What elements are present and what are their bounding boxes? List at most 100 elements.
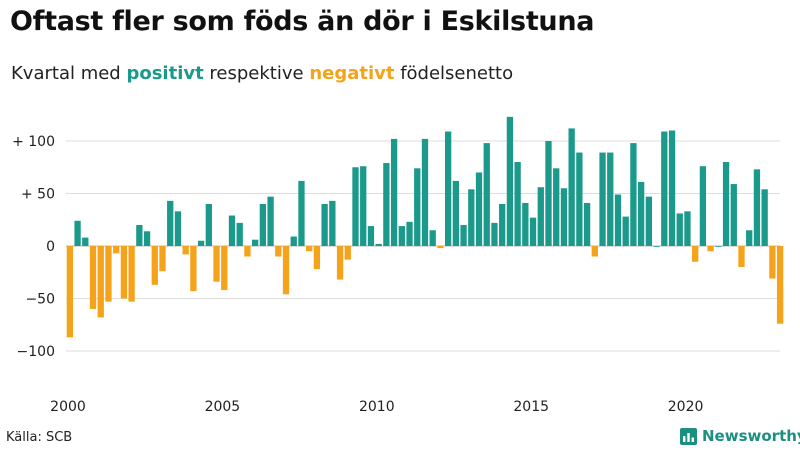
- bar: [205, 204, 212, 246]
- bar: [228, 215, 236, 246]
- bar: [344, 246, 351, 260]
- bar: [236, 222, 243, 246]
- subtitle-positive: positivt: [126, 63, 204, 84]
- bar: [136, 225, 143, 246]
- bar: [244, 246, 251, 257]
- bar: [753, 169, 761, 246]
- bar: [97, 246, 104, 318]
- bar: [514, 162, 521, 246]
- bar: [251, 239, 259, 246]
- bar: [313, 246, 321, 270]
- bar: [730, 184, 737, 246]
- bar: [738, 246, 745, 267]
- bar: [715, 246, 722, 247]
- bar: [105, 246, 112, 302]
- bar: [707, 246, 714, 252]
- bar: [637, 181, 645, 246]
- bar: [66, 246, 74, 338]
- bar: [722, 162, 730, 246]
- bar: [414, 168, 421, 246]
- bar: [769, 246, 776, 279]
- x-tick-label: 2005: [205, 399, 241, 415]
- bar: [699, 166, 707, 246]
- bar: [614, 194, 622, 246]
- bar: [692, 246, 699, 262]
- bar: [460, 225, 467, 246]
- bar: [367, 226, 375, 246]
- bar: [506, 116, 514, 246]
- bar: [444, 131, 452, 246]
- bar: [545, 141, 552, 246]
- bar: [360, 166, 367, 246]
- bar: [553, 168, 560, 246]
- bar: [576, 152, 583, 246]
- bar: [421, 138, 429, 246]
- bar: [406, 221, 413, 246]
- bar: [653, 246, 660, 247]
- y-tick-label: 0: [46, 239, 55, 255]
- x-tick-label: 2000: [50, 399, 86, 415]
- bar: [622, 216, 629, 246]
- bar: [282, 246, 290, 295]
- bar: [560, 188, 568, 246]
- bar: [746, 230, 753, 246]
- bar: [429, 230, 436, 246]
- y-tick-label: −50: [25, 292, 55, 308]
- bar: [684, 211, 691, 246]
- brand-logo[interactable]: Newsworthy: [680, 426, 800, 446]
- bar: [375, 243, 382, 246]
- bar: [275, 246, 282, 257]
- bar: [182, 246, 189, 255]
- bar: [468, 189, 475, 246]
- bar: [143, 231, 151, 246]
- bar: [390, 138, 398, 246]
- bar: [128, 246, 135, 302]
- bar: [761, 189, 768, 246]
- bar: [197, 240, 205, 246]
- y-tick-label: + 100: [12, 134, 55, 150]
- bar: [306, 246, 313, 252]
- bar: [190, 246, 197, 292]
- bar: [607, 152, 614, 246]
- bar: [167, 200, 174, 246]
- bar: [298, 180, 305, 246]
- chart-title: Oftast fler som föds än dör i Eskilstuna: [10, 6, 595, 37]
- bar: [383, 163, 390, 246]
- subtitle-middle: respektive: [203, 63, 310, 84]
- bar: [583, 202, 591, 246]
- bar-chart-icon: [680, 427, 697, 445]
- bar: [668, 130, 676, 246]
- bar: [259, 204, 267, 246]
- bar: [522, 202, 529, 246]
- bar: [159, 246, 166, 272]
- x-tick-label: 2010: [359, 399, 395, 415]
- bar: [499, 204, 506, 246]
- bar: [89, 246, 97, 309]
- bar: [120, 246, 128, 299]
- bar: [82, 237, 89, 246]
- bar: [591, 246, 598, 257]
- subtitle-negative: negativt: [309, 63, 395, 84]
- bar: [336, 246, 344, 280]
- bar: [267, 196, 274, 246]
- y-tick-label: −100: [17, 344, 55, 360]
- bar: [213, 246, 220, 282]
- bar: [74, 220, 81, 246]
- bar: [352, 167, 359, 246]
- bar: [321, 204, 328, 246]
- subtitle-prefix: Kvartal med: [11, 63, 127, 84]
- bar: [661, 131, 668, 246]
- y-tick-label: + 50: [21, 187, 55, 203]
- bar: [630, 143, 637, 246]
- bar: [437, 246, 444, 249]
- bar: [483, 143, 490, 246]
- subtitle-suffix: födelsenetto: [394, 63, 514, 84]
- bar: [676, 213, 683, 246]
- bar: [491, 222, 498, 246]
- bar: [452, 180, 460, 246]
- bar: [776, 246, 784, 324]
- bar: [645, 196, 653, 246]
- bar: [529, 217, 537, 246]
- bar: [599, 152, 606, 246]
